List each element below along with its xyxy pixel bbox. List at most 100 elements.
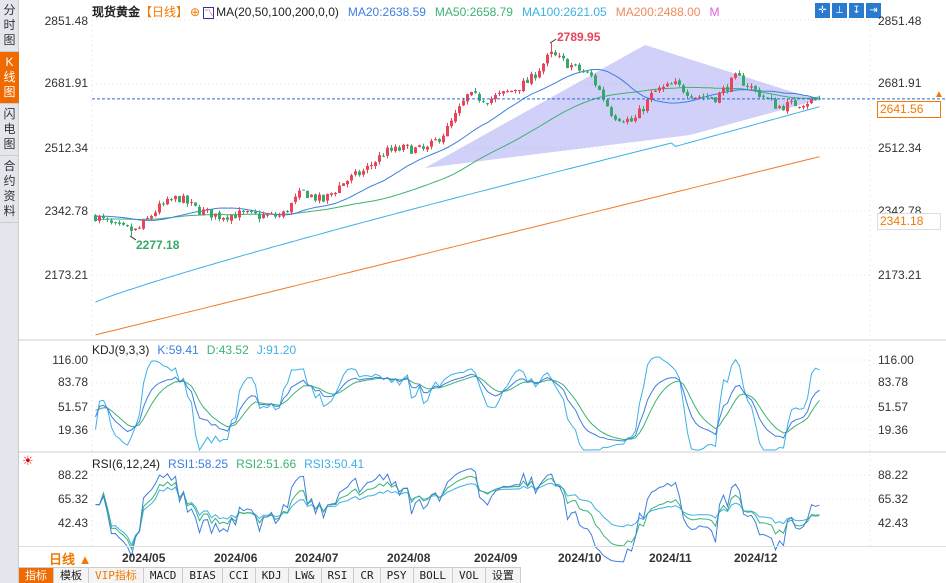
tab-6[interactable]: KDJ bbox=[256, 568, 289, 583]
date-tick: 2024/10 bbox=[558, 551, 602, 565]
tab-9[interactable]: CR bbox=[354, 568, 381, 583]
candle-body bbox=[358, 171, 361, 176]
chart-header: 现货黄金【日线】 ⊕ 〽 MA(20,50,100,200,0,0) MA20:2638… bbox=[92, 3, 728, 20]
current-price-label: 2641.56 bbox=[877, 101, 941, 118]
tab-3[interactable]: MACD bbox=[144, 568, 184, 583]
kdj-tick-right: 51.57 bbox=[878, 400, 909, 414]
indicator-toggle-icon[interactable]: ☀ bbox=[22, 453, 34, 468]
candle-body bbox=[422, 146, 425, 149]
candle-body bbox=[290, 202, 293, 213]
candle-body bbox=[202, 209, 205, 215]
ma100-value: MA100:2621.05 bbox=[521, 5, 607, 19]
candle-body bbox=[610, 107, 613, 116]
candle-body bbox=[462, 100, 465, 106]
arrow-up-icon[interactable]: ▲ bbox=[934, 89, 944, 100]
rsi-tick-left: 65.32 bbox=[57, 492, 88, 506]
candle-body bbox=[106, 218, 109, 220]
candle-body bbox=[430, 140, 433, 147]
candle-body bbox=[790, 100, 793, 102]
candle-body bbox=[162, 203, 165, 205]
candle-body bbox=[386, 147, 389, 156]
candle-body bbox=[394, 146, 397, 152]
candle-body bbox=[486, 103, 489, 105]
candle-body bbox=[238, 210, 241, 218]
tab-4[interactable]: BIAS bbox=[183, 568, 223, 583]
rsi-tick-right: 88.22 bbox=[878, 468, 909, 482]
candle-body bbox=[258, 213, 261, 219]
candle-body bbox=[282, 211, 285, 217]
sidebar-item-timeshare[interactable]: 分时图 bbox=[0, 0, 19, 52]
candle-body bbox=[562, 55, 565, 59]
candle-body bbox=[378, 155, 381, 162]
candle-body bbox=[658, 87, 661, 91]
candle-body bbox=[114, 222, 117, 224]
candle-body bbox=[814, 99, 817, 101]
exit-icon[interactable]: ⇥ bbox=[866, 3, 881, 18]
tab-13[interactable]: 设置 bbox=[486, 568, 521, 583]
period-button[interactable]: 日线 ▲ bbox=[49, 552, 92, 567]
candle-body bbox=[714, 97, 717, 103]
date-tick: 2024/06 bbox=[214, 551, 258, 565]
candle-body bbox=[102, 215, 105, 218]
candle-body bbox=[206, 209, 209, 211]
candle-body bbox=[454, 112, 457, 122]
ma50-value: MA50:2658.79 bbox=[434, 5, 513, 19]
more-ma[interactable]: M bbox=[709, 5, 720, 19]
candle-body bbox=[782, 106, 785, 111]
candle-body bbox=[426, 146, 429, 150]
candle-body bbox=[382, 155, 385, 157]
candle-body bbox=[502, 91, 505, 94]
candle-body bbox=[726, 86, 729, 91]
settings-icon[interactable]: ⊕ bbox=[190, 5, 201, 19]
sidebar-item-kline[interactable]: K线图 bbox=[0, 52, 19, 104]
range-icon[interactable]: ⊥ bbox=[832, 3, 847, 18]
price-tick-left: 2512.34 bbox=[44, 141, 88, 155]
kdj-d: D:43.52 bbox=[206, 343, 249, 357]
tab-7[interactable]: LW& bbox=[289, 568, 322, 583]
date-tick: 2024/08 bbox=[387, 551, 431, 565]
candle-body bbox=[110, 220, 113, 223]
kdj-title: KDJ(9,3,3) bbox=[92, 343, 150, 357]
candle-body bbox=[642, 108, 645, 112]
sidebar: 分时图 K线图 闪电图 合约资料 bbox=[0, 0, 19, 583]
candle-body bbox=[794, 100, 797, 107]
candle-body bbox=[694, 97, 697, 99]
candle-body bbox=[734, 73, 737, 78]
sidebar-item-flash[interactable]: 闪电图 bbox=[0, 104, 19, 156]
rsi-tick-right: 42.43 bbox=[878, 516, 909, 530]
zoom-icon[interactable]: ↧ bbox=[849, 3, 864, 18]
tab-1[interactable]: 模板 bbox=[54, 568, 89, 583]
kdj-d-line bbox=[95, 375, 820, 441]
candle-body bbox=[774, 98, 777, 109]
candle-body bbox=[770, 98, 773, 100]
indicator-tabs: 指标 模板 VIP指标 MACD BIAS CCI KDJ LW& RSI CR PSY BOLL VO… bbox=[19, 567, 521, 583]
candle-body bbox=[722, 87, 725, 94]
candle-body bbox=[298, 190, 301, 198]
ma-indicator-icon[interactable]: 〽 bbox=[203, 7, 215, 19]
candle-body bbox=[686, 92, 689, 96]
ma100-line bbox=[95, 106, 820, 303]
date-tick: 2024/09 bbox=[474, 551, 518, 565]
tab-10[interactable]: PSY bbox=[381, 568, 414, 583]
candle-body bbox=[366, 165, 369, 170]
tab-0[interactable]: 指标 bbox=[19, 568, 54, 583]
crosshair-icon[interactable]: ✛ bbox=[815, 3, 830, 18]
sidebar-item-contract-info[interactable]: 合约资料 bbox=[0, 156, 19, 223]
candle-body bbox=[470, 91, 473, 96]
tab-5[interactable]: CCI bbox=[223, 568, 256, 583]
kdj-tick-left: 83.78 bbox=[57, 375, 88, 389]
candle-body bbox=[754, 85, 757, 90]
candle-body bbox=[474, 91, 477, 93]
candle-body bbox=[402, 144, 405, 150]
candle-body bbox=[706, 96, 709, 98]
candle-body bbox=[182, 195, 185, 203]
tab-8[interactable]: RSI bbox=[322, 568, 355, 583]
tab-2[interactable]: VIP指标 bbox=[89, 568, 144, 583]
kdj-k: K:59.41 bbox=[157, 343, 199, 357]
candle-body bbox=[142, 219, 145, 229]
candle-body bbox=[494, 95, 497, 100]
tab-11[interactable]: BOLL bbox=[414, 568, 453, 583]
tab-12[interactable]: VOL bbox=[453, 568, 486, 583]
date-tick: 2024/05 bbox=[122, 551, 166, 565]
